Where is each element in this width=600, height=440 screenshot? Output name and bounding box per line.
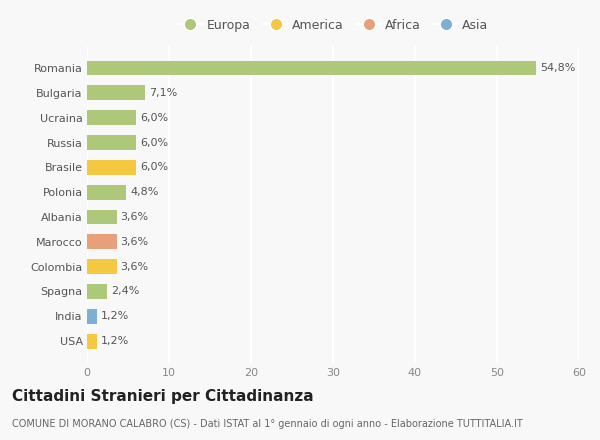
Bar [87, 334, 97, 348]
Bar [87, 61, 536, 76]
Text: Cittadini Stranieri per Cittadinanza: Cittadini Stranieri per Cittadinanza [12, 389, 314, 404]
Text: 3,6%: 3,6% [121, 212, 149, 222]
Text: 2,4%: 2,4% [111, 286, 139, 297]
Bar [87, 259, 116, 274]
Bar [87, 235, 116, 249]
Bar [87, 284, 107, 299]
Bar [87, 160, 136, 175]
Legend: Europa, America, Africa, Asia: Europa, America, Africa, Asia [173, 14, 493, 37]
Text: 7,1%: 7,1% [149, 88, 178, 98]
Text: 54,8%: 54,8% [541, 63, 576, 73]
Bar [87, 185, 127, 200]
Bar [87, 85, 145, 100]
Text: 3,6%: 3,6% [121, 237, 149, 247]
Text: 1,2%: 1,2% [101, 336, 129, 346]
Bar [87, 135, 136, 150]
Text: 3,6%: 3,6% [121, 262, 149, 271]
Text: 4,8%: 4,8% [130, 187, 159, 197]
Text: 6,0%: 6,0% [140, 138, 169, 147]
Text: 1,2%: 1,2% [101, 312, 129, 321]
Bar [87, 209, 116, 224]
Text: COMUNE DI MORANO CALABRO (CS) - Dati ISTAT al 1° gennaio di ogni anno - Elaboraz: COMUNE DI MORANO CALABRO (CS) - Dati IST… [12, 419, 523, 429]
Text: 6,0%: 6,0% [140, 113, 169, 123]
Bar [87, 110, 136, 125]
Text: 6,0%: 6,0% [140, 162, 169, 172]
Bar [87, 309, 97, 324]
